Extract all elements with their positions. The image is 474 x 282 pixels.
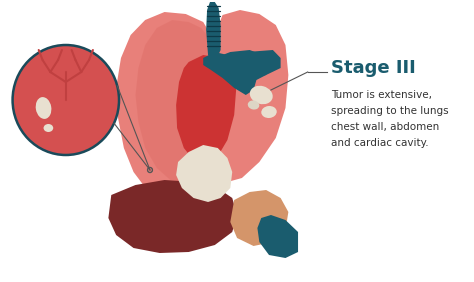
Polygon shape [215,50,269,80]
Polygon shape [109,180,237,253]
Polygon shape [203,52,256,95]
Polygon shape [205,10,288,182]
Text: Stage III: Stage III [331,59,416,77]
Text: and cardiac cavity.: and cardiac cavity. [331,138,428,148]
Polygon shape [230,190,288,246]
Polygon shape [116,12,213,202]
Circle shape [13,45,119,155]
Text: chest wall, abdomen: chest wall, abdomen [331,122,439,132]
Ellipse shape [36,97,51,119]
Polygon shape [234,50,281,78]
Ellipse shape [261,106,277,118]
Ellipse shape [248,100,259,109]
Ellipse shape [250,86,273,104]
Polygon shape [257,215,298,258]
Text: spreading to the lungs: spreading to the lungs [331,106,448,116]
Polygon shape [176,145,232,202]
Ellipse shape [44,124,53,132]
Polygon shape [206,2,220,60]
Text: Tumor is extensive,: Tumor is extensive, [331,90,432,100]
Polygon shape [176,55,236,165]
Polygon shape [211,52,232,74]
Polygon shape [136,20,211,182]
